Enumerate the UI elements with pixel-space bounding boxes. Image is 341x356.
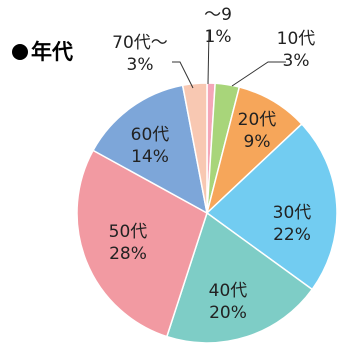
pie-slice-5: [76, 149, 208, 338]
chart-title: 年代: [12, 36, 73, 66]
slice-value-1: 3%: [283, 51, 310, 71]
slice-value-2: 9%: [244, 132, 271, 152]
slice-label-3: 30代: [273, 203, 312, 223]
pie-slice-3: [205, 122, 338, 291]
leader-line-1: [231, 61, 286, 87]
slice-value-4: 20%: [209, 303, 247, 323]
slice-value-6: 14%: [131, 147, 169, 167]
slice-value-0: 1%: [205, 27, 232, 47]
title-bullet-icon: [12, 44, 28, 60]
slice-label-6: 60代: [131, 125, 170, 145]
pie-slice-4: [165, 211, 314, 344]
slice-value-7: 3%: [127, 55, 154, 75]
slice-label-2: 20代: [238, 110, 277, 130]
slice-value-3: 22%: [273, 225, 311, 245]
slice-label-7: 70代〜: [112, 33, 168, 53]
leader-line-0: [207, 29, 210, 85]
leader-line-7: [172, 61, 194, 89]
slice-label-4: 40代: [209, 281, 248, 301]
chart-title-text: 年代: [31, 40, 73, 64]
slice-label-0: 〜9: [204, 5, 232, 25]
pie-slice-6: [92, 84, 209, 215]
slice-value-5: 28%: [109, 244, 147, 264]
slice-label-1: 10代: [277, 29, 316, 49]
slice-label-5: 50代: [109, 222, 148, 242]
pie-slice-7: [181, 82, 208, 214]
